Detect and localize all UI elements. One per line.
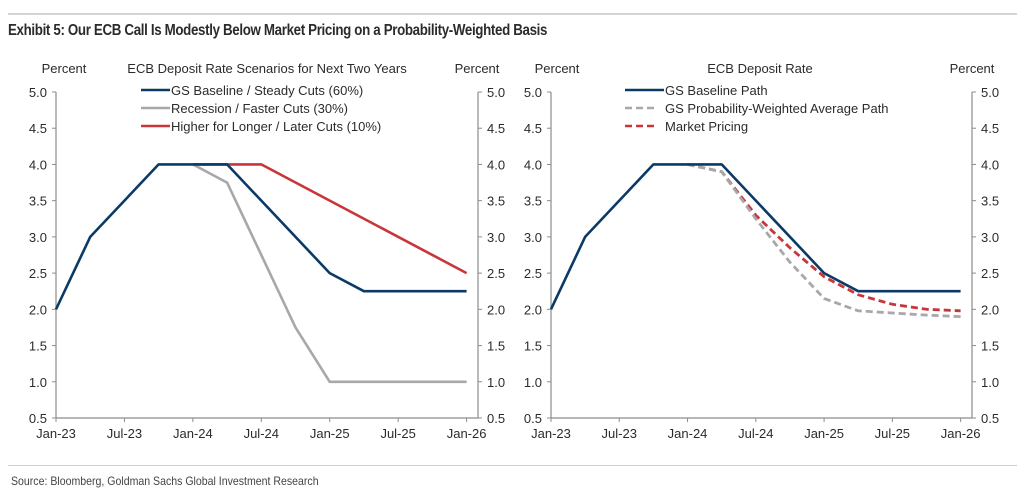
chart2-ytick-label-left: 3.5 (524, 194, 542, 209)
chart2-legend-label-3: Market Pricing (665, 119, 748, 134)
chart1-ytick-label-left: 3.0 (29, 230, 47, 245)
chart2-xtick-label: Jan-24 (668, 426, 708, 441)
bottom-rule (8, 465, 1017, 466)
chart1-ytick-label-right: 4.0 (487, 157, 505, 172)
chart1-series-line-2 (192, 163, 467, 384)
chart1-ytick-label-left: 2.0 (29, 302, 47, 317)
chart1-xtick-label: Jul-25 (380, 426, 415, 441)
chart2-ytick-label-left: 4.0 (524, 157, 542, 172)
chart1-xtick-label: Jan-24 (173, 426, 213, 441)
chart1-legend-label-2: Recession / Faster Cuts (30%) (171, 101, 348, 116)
chart2-xtick-label: Jul-23 (602, 426, 637, 441)
chart2-series-line-3 (687, 163, 961, 313)
chart2-ytick-label-right: 1.5 (981, 339, 999, 354)
chart2-ytick-label-left: 4.5 (524, 121, 542, 136)
chart2-xtick-label: Jan-23 (531, 426, 571, 441)
chart2-legend-label-1: GS Baseline Path (665, 83, 768, 98)
chart2-ytick-label-right: 4.5 (981, 121, 999, 136)
chart1-ytick-label-right: 3.5 (487, 194, 505, 209)
chart2-xtick-label: Jan-26 (941, 426, 981, 441)
chart2-xtick-label: Jan-25 (804, 426, 844, 441)
chart2-ytick-label-right: 2.5 (981, 266, 999, 281)
exhibit-title: Exhibit 5: Our ECB Call Is Modestly Belo… (8, 22, 548, 39)
chart1-xtick-label: Jul-23 (107, 426, 142, 441)
chart1-series-line-1 (54, 163, 467, 310)
chart2-ytick-label-right: 4.0 (981, 157, 999, 172)
chart2-ytick-label-left: 0.5 (524, 411, 542, 426)
chart1-xtick-label: Jan-23 (36, 426, 76, 441)
chart2-ytick-label-right: 0.5 (981, 411, 999, 426)
chart2-legend-label-2: GS Probability-Weighted Average Path (665, 101, 889, 116)
chart2-ytick-label-left: 3.0 (524, 230, 542, 245)
chart2-ytick-label-left: 2.5 (524, 266, 542, 281)
chart2-xtick-label: Jul-25 (875, 426, 910, 441)
chart2-ylabel-right: Percent (950, 61, 995, 76)
chart1-title: ECB Deposit Rate Scenarios for Next Two … (127, 61, 407, 76)
chart2-ytick-label-right: 1.0 (981, 375, 999, 390)
chart1-ytick-label-left: 1.5 (29, 339, 47, 354)
chart2-ytick-label-left: 1.0 (524, 375, 542, 390)
chart1-ytick-label-left: 2.5 (29, 266, 47, 281)
chart1-xtick-label: Jan-25 (310, 426, 350, 441)
chart1-ytick-label-right: 3.0 (487, 230, 505, 245)
chart2-ytick-label-right: 3.5 (981, 194, 999, 209)
chart1-legend-label-1: GS Baseline / Steady Cuts (60%) (171, 83, 363, 98)
chart1-ytick-label-right: 2.5 (487, 266, 505, 281)
chart1-ytick-label-right: 0.5 (487, 411, 505, 426)
chart1-ytick-label-right: 1.0 (487, 375, 505, 390)
chart1-ytick-label-right: 1.5 (487, 339, 505, 354)
chart2-series-line-1 (549, 163, 961, 310)
chart2-ytick-label-right: 2.0 (981, 302, 999, 317)
chart1-ytick-label-left: 0.5 (29, 411, 47, 426)
top-rule (8, 13, 1017, 15)
chart1-xtick-label: Jul-24 (244, 426, 279, 441)
chart1-ytick-label-left: 4.0 (29, 157, 47, 172)
chart1-ylabel-left: Percent (42, 61, 87, 76)
chart1-series-line-3 (192, 163, 468, 275)
chart1-ytick-label-right: 2.0 (487, 302, 505, 317)
chart2-ytick-label-right: 3.0 (981, 230, 999, 245)
chart2-title: ECB Deposit Rate (707, 61, 813, 76)
chart1-ylabel-right: Percent (455, 61, 500, 76)
chart1-ytick-label-right: 4.5 (487, 121, 505, 136)
chart1-ytick-label-left: 4.5 (29, 121, 47, 136)
chart1-ytick-label-left: 5.0 (29, 85, 47, 100)
chart1-xtick-label: Jan-26 (447, 426, 487, 441)
chart2-ytick-label-left: 2.0 (524, 302, 542, 317)
chart1-ytick-label-left: 1.0 (29, 375, 47, 390)
chart2-xtick-label: Jul-24 (738, 426, 773, 441)
chart2-ylabel-left: Percent (535, 61, 580, 76)
chart1-ytick-label-left: 3.5 (29, 194, 47, 209)
chart2-ytick-label-left: 5.0 (524, 85, 542, 100)
chart1-ytick-label-right: 5.0 (487, 85, 505, 100)
chart2-ytick-label-right: 5.0 (981, 85, 999, 100)
chart2-ytick-label-left: 1.5 (524, 339, 542, 354)
chart2-series-line-2 (687, 163, 961, 318)
chart1-legend-label-3: Higher for Longer / Later Cuts (10%) (171, 119, 381, 134)
source-note: Source: Bloomberg, Goldman Sachs Global … (11, 474, 319, 488)
